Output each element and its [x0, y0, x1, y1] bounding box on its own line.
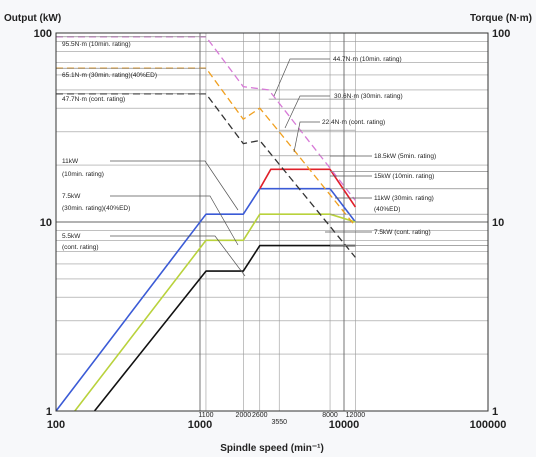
annotation-label: 22.4N·m (cont. rating) [322, 119, 385, 126]
x-tick-label-minor: 1100 [198, 412, 213, 419]
annotation-leader [273, 58, 330, 97]
x-tick-label-minor: 2600 [252, 412, 268, 419]
annotation-label: (10min. rating) [62, 171, 104, 178]
x-tick-label-minor: 12000 [346, 412, 366, 419]
series-line-3 [259, 168, 357, 208]
y-tick-label-right: 10 [492, 217, 504, 229]
y-tick-label-right: 1 [492, 406, 498, 418]
series-line-0 [55, 187, 357, 412]
annotation-label: 15kW (10min. rating) [374, 173, 434, 180]
x-tick-label: 10000 [329, 419, 360, 431]
annotation-label: 11kW [62, 158, 79, 165]
annotation-label: 30.6N·m (30min. rating) [334, 93, 403, 100]
series-line-2 [93, 244, 356, 412]
annotation-leader [110, 160, 239, 211]
annotation-label: 7.5kW [62, 193, 81, 200]
x-tick-label: 1000 [188, 419, 212, 431]
x-tick-label: 100 [47, 419, 65, 431]
annotation-leader [110, 235, 246, 277]
x-tick-label-minor: 3550 [271, 419, 287, 426]
annotation-label: 11kW (30min. rating) [374, 195, 434, 202]
annotation-label: 5.5kW [62, 233, 81, 240]
y-tick-label-left: 100 [34, 28, 52, 40]
annotation-leader [110, 195, 239, 246]
x-axis-title: Spindle speed (min⁻¹) [220, 443, 324, 454]
y-tick-label-left: 1 [46, 406, 52, 418]
annotation-label: (40%ED) [374, 206, 400, 213]
plot-frame [55, 32, 489, 412]
annotation-label: 65.1N·m (30min. rating)(40%ED) [62, 72, 157, 79]
annotation-label: 44.7N·m (10min. rating) [333, 56, 402, 63]
annotation-label: (cont. rating) [62, 244, 99, 251]
annotation-label: 95.5N·m (10min. rating) [62, 41, 131, 48]
annotation-label: 7.5kW (cont. rating) [374, 229, 431, 236]
y-axis-title-right: Torque (N·m) [470, 13, 532, 24]
annotation-leader [293, 121, 320, 153]
annotation-label: 18.5kW (5min. rating) [374, 153, 436, 160]
annotation-label: 47.7N·m (cont. rating) [62, 96, 125, 103]
x-tick-label-minor: 8000 [322, 412, 338, 419]
annotation-leader [284, 95, 330, 129]
y-axis-title-left: Output (kW) [4, 13, 61, 24]
x-tick-label-minor: 2000 [236, 412, 252, 419]
series-line-1 [74, 213, 356, 412]
y-tick-label-left: 10 [40, 217, 52, 229]
x-tick-label: 100000 [470, 419, 507, 431]
y-tick-label-right: 100 [492, 28, 510, 40]
annotation-label: (30min. rating)(40%ED) [62, 205, 130, 212]
